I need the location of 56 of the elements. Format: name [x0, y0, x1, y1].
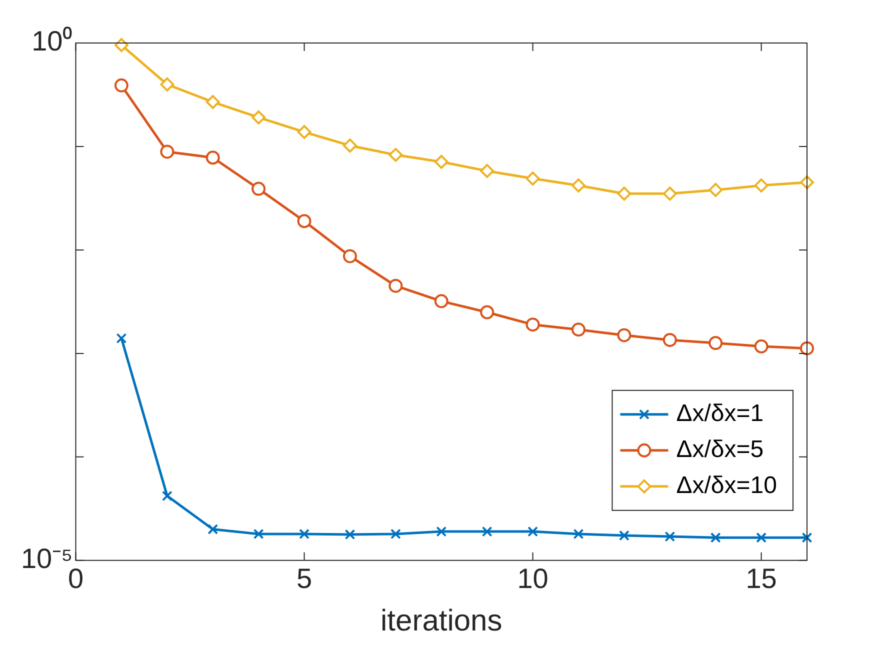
- legend-label: Δx/δx=5: [676, 436, 764, 464]
- point: [436, 526, 447, 537]
- point: [162, 490, 172, 502]
- point: [482, 526, 492, 537]
- point: [252, 182, 266, 196]
- point: [206, 95, 220, 110]
- point: [617, 186, 632, 201]
- y-tick-label: 10⁰: [32, 26, 73, 57]
- point: [800, 175, 814, 190]
- legend-label: Δx/δx=10: [676, 472, 778, 500]
- point: [754, 339, 768, 354]
- point: [708, 336, 723, 350]
- point: [664, 531, 676, 542]
- point: [754, 178, 768, 192]
- point: [252, 110, 266, 124]
- point: [114, 78, 128, 92]
- x-tick-label: 10: [517, 562, 548, 594]
- point: [573, 528, 584, 540]
- point: [388, 148, 403, 162]
- point: [480, 305, 494, 320]
- point: [206, 150, 220, 165]
- point: [662, 186, 677, 201]
- point: [710, 532, 721, 543]
- point: [342, 249, 357, 264]
- point: [480, 164, 494, 178]
- point: [297, 214, 312, 228]
- x-axis-title: iterations: [380, 604, 502, 638]
- point: [253, 528, 264, 540]
- point: [434, 294, 448, 308]
- point: [208, 524, 218, 534]
- point: [299, 528, 310, 540]
- point: [344, 529, 356, 540]
- point: [708, 182, 723, 197]
- point: [526, 172, 540, 186]
- point: [526, 318, 540, 332]
- point: [617, 328, 632, 342]
- point: [528, 526, 538, 537]
- point: [390, 528, 401, 540]
- point: [160, 77, 174, 92]
- x-tick-label: 5: [296, 562, 312, 594]
- point: [756, 532, 767, 543]
- point: [114, 38, 128, 52]
- point: [618, 530, 630, 541]
- point: [662, 332, 677, 347]
- point: [388, 278, 403, 293]
- point: [802, 532, 812, 543]
- point: [571, 178, 586, 192]
- point: [434, 154, 448, 169]
- point: [297, 125, 312, 140]
- point: [160, 144, 174, 159]
- legend-label: Δx/δx=1: [676, 400, 764, 428]
- x-tick-label: 15: [746, 562, 777, 594]
- point: [342, 138, 357, 153]
- point: [571, 322, 586, 337]
- point: [116, 333, 127, 344]
- point: [800, 341, 814, 356]
